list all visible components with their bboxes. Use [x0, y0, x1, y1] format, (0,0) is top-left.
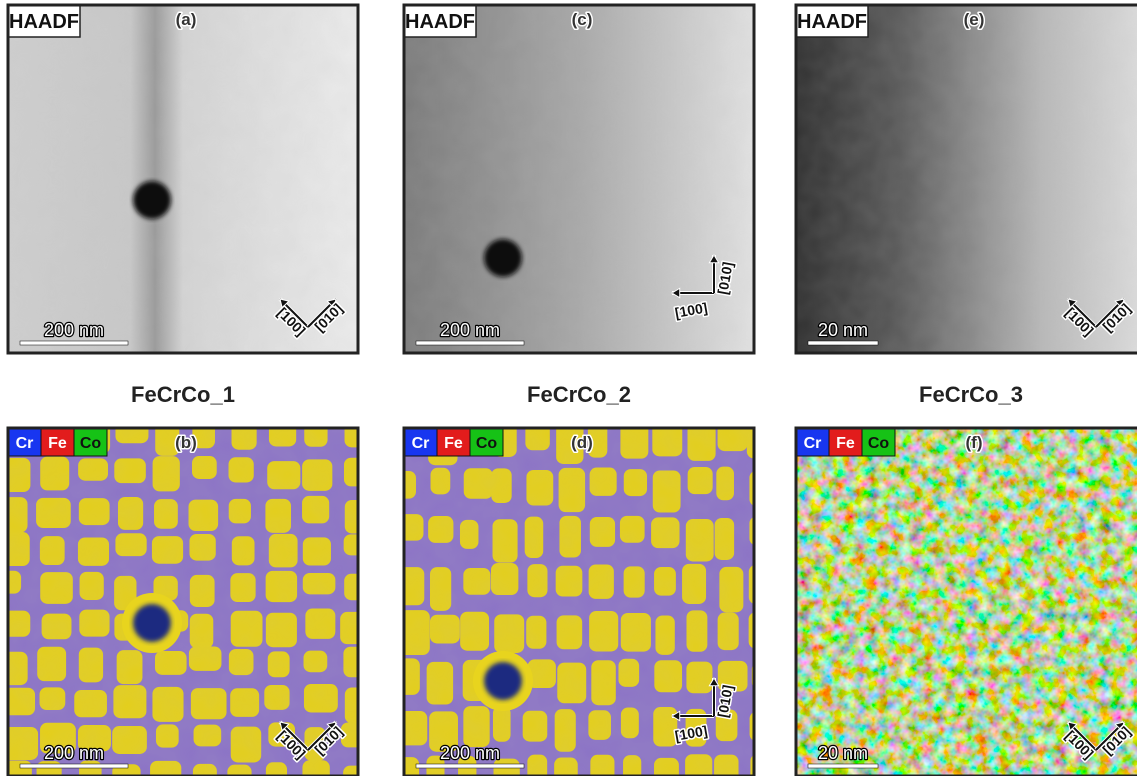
- panel-label: (b): [175, 433, 197, 452]
- scale-label: 200 nm: [440, 743, 500, 763]
- legend-text: Co: [476, 435, 498, 452]
- legend-text: Co: [80, 435, 102, 452]
- scale-bar: [20, 341, 128, 345]
- panel-label: (f): [966, 433, 983, 452]
- sample-name: FeCrCo_2: [527, 382, 631, 407]
- scale-bar: [808, 764, 878, 768]
- panel-label: (d): [571, 433, 593, 452]
- scale-label: 20 nm: [818, 743, 868, 763]
- badge-text: HAADF: [405, 11, 475, 33]
- scale-label: 200 nm: [44, 743, 104, 763]
- panel-label: (c): [572, 10, 593, 29]
- badge-text: HAADF: [797, 11, 867, 33]
- sample-name: FeCrCo_1: [131, 382, 235, 407]
- precipitate: [484, 662, 522, 700]
- legend-text: Cr: [412, 435, 430, 452]
- haadf-panel: HAADF(a)200 nm[100][010]: [8, 5, 358, 353]
- precipitate: [133, 604, 171, 642]
- panel-label: (e): [964, 10, 985, 29]
- figure: HAADF(a)200 nm[100][010]FeCrCo_1CrFeCo(b…: [0, 0, 1137, 776]
- scale-bar: [416, 341, 524, 345]
- precipitate: [133, 181, 171, 219]
- texture: [8, 428, 358, 776]
- legend-text: Cr: [804, 435, 822, 452]
- legend-text: Fe: [444, 435, 463, 452]
- scale-label: 200 nm: [44, 320, 104, 340]
- haadf-panel: HAADF(e)20 nm[100][010]: [796, 5, 1137, 353]
- legend-text: Fe: [836, 435, 855, 452]
- legend-text: Co: [868, 435, 890, 452]
- legend-text: Fe: [48, 435, 67, 452]
- haadf-panel: HAADF(c)200 nm[100][010]: [404, 5, 754, 353]
- scale-bar: [808, 341, 878, 345]
- scale-bar: [20, 764, 128, 768]
- scale-bar: [416, 764, 524, 768]
- panel-label: (a): [176, 10, 197, 29]
- texture: [8, 5, 358, 353]
- precipitate: [484, 239, 522, 277]
- scale-label: 200 nm: [440, 320, 500, 340]
- texture: [796, 5, 1137, 353]
- badge-text: HAADF: [9, 11, 79, 33]
- scale-label: 20 nm: [818, 320, 868, 340]
- legend-text: Cr: [16, 435, 34, 452]
- eds-image: [796, 428, 1137, 776]
- sample-name: FeCrCo_3: [919, 382, 1023, 407]
